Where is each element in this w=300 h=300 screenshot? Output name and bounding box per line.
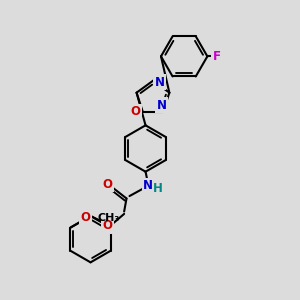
Text: F: F bbox=[213, 50, 221, 63]
Text: O: O bbox=[103, 219, 113, 232]
Text: N: N bbox=[154, 76, 164, 89]
Text: N: N bbox=[143, 179, 153, 193]
Text: O: O bbox=[103, 178, 113, 191]
Text: O: O bbox=[130, 105, 140, 119]
Text: N: N bbox=[157, 99, 166, 112]
Text: CH₃: CH₃ bbox=[98, 213, 120, 223]
Text: O: O bbox=[80, 211, 90, 224]
Text: H: H bbox=[152, 182, 162, 195]
